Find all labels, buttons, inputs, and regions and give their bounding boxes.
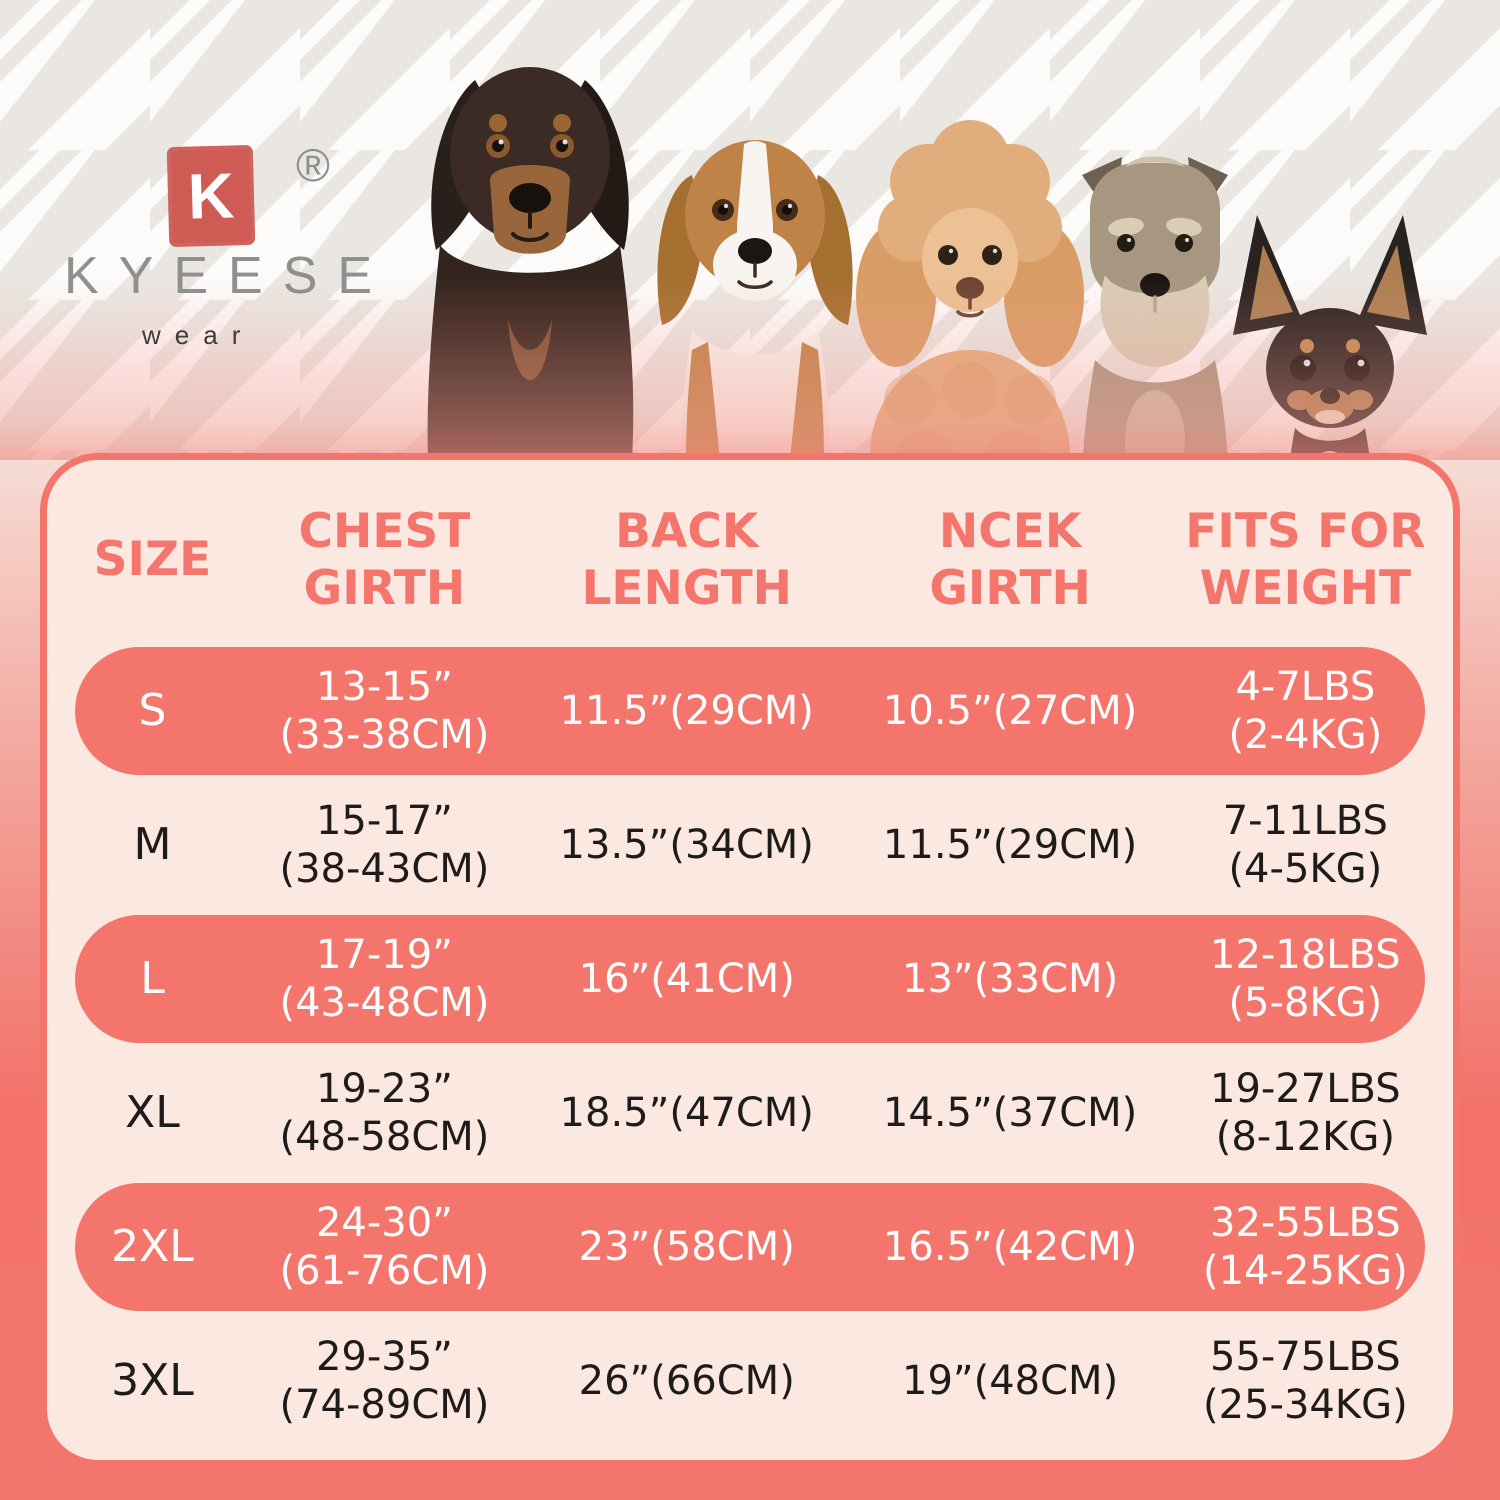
beagle-dog-illustration [657, 140, 853, 460]
column-header-fits-for-weight: FITS FOR WEIGHT [1185, 503, 1426, 616]
back-length-value: 16”(41CM) [578, 956, 795, 1002]
registered-trademark-symbol: ® [296, 139, 330, 191]
brand-k-letter: K [186, 159, 236, 233]
size-label: M [133, 818, 172, 870]
back-length-value: 13.5”(34CM) [559, 822, 814, 868]
size-row-s: S 13-15” (33-38CM) 11.5”(29CM) 10.5”(27CM… [47, 644, 1453, 778]
back-length-value: 11.5”(29CM) [559, 688, 814, 734]
table-header-row: SIZE CHEST GIRTH BACK LENGTH NCEK GIRTH FIT… [47, 476, 1453, 644]
brand-name: KYEESE [64, 247, 393, 305]
neck-girth-value: 14.5”(37CM) [882, 1090, 1138, 1136]
size-row-m: M 15-17” (38-43CM) 13.5”(34CM) 11.5”(29CM… [47, 778, 1453, 912]
chest-girth-value: 29-35” (74-89CM) [279, 1334, 490, 1428]
chihuahua-dog-illustration [1233, 215, 1427, 460]
brand-subtitle: wear [142, 320, 255, 350]
column-header-back-length: BACK LENGTH [581, 503, 792, 616]
column-header-size: SIZE [93, 532, 212, 588]
weight-value: 19-27LBS (8-12KG) [1210, 1066, 1401, 1160]
weight-value: 55-75LBS (25-34KG) [1203, 1334, 1408, 1428]
weight-value: 32-55LBS (14-25KG) [1203, 1200, 1408, 1294]
doberman-dog-illustration [427, 67, 634, 460]
hero-banner: K ® KYEESE wear [0, 0, 1500, 460]
chest-girth-value: 13-15” (33-38CM) [279, 664, 490, 758]
schnauzer-dog-illustration [1082, 156, 1228, 460]
chest-girth-value: 19-23” (48-58CM) [279, 1066, 490, 1160]
size-label: 3XL [111, 1354, 194, 1406]
back-length-value: 26”(66CM) [578, 1358, 795, 1404]
size-row-l: L 17-19” (43-48CM) 16”(41CM) 13”(33CM) 12… [47, 912, 1453, 1046]
chest-girth-value: 15-17” (38-43CM) [279, 798, 490, 892]
neck-girth-value: 11.5”(29CM) [882, 822, 1138, 868]
size-chart-card: SIZE CHEST GIRTH BACK LENGTH NCEK GIRTH FIT… [40, 453, 1460, 1467]
chest-girth-value: 17-19” (43-48CM) [279, 932, 490, 1026]
poodle-dog-illustration [856, 120, 1084, 460]
size-label: L [140, 952, 165, 1004]
weight-value: 4-7LBS (2-4KG) [1228, 664, 1383, 758]
brand-k-mark-icon: K [166, 144, 256, 248]
weight-value: 7-11LBS (4-5KG) [1222, 798, 1388, 892]
weight-value: 12-18LBS (5-8KG) [1210, 932, 1401, 1026]
neck-girth-value: 13”(33CM) [902, 956, 1119, 1002]
size-row-xl: XL 19-23” (48-58CM) 18.5”(47CM) 14.5”(37C… [47, 1046, 1453, 1180]
back-length-value: 23”(58CM) [578, 1224, 795, 1270]
chest-girth-value: 24-30” (61-76CM) [279, 1200, 490, 1294]
size-row-3xl: 3XL 29-35” (74-89CM) 26”(66CM) 19”(48CM) … [47, 1314, 1453, 1448]
back-length-value: 18.5”(47CM) [559, 1090, 814, 1136]
column-header-chest-girth: CHEST GIRTH [298, 503, 471, 616]
neck-girth-value: 10.5”(27CM) [882, 688, 1138, 734]
neck-girth-value: 19”(48CM) [902, 1358, 1119, 1404]
size-label: 2XL [111, 1220, 194, 1272]
size-row-2xl: 2XL 24-30” (61-76CM) 23”(58CM) 16.5”(42CM… [47, 1180, 1453, 1314]
dogs-illustration [427, 67, 1427, 460]
size-label: S [138, 684, 167, 736]
size-label: XL [125, 1086, 180, 1138]
column-header-neck-girth: NCEK GIRTH [929, 503, 1091, 616]
neck-girth-value: 16.5”(42CM) [882, 1224, 1138, 1270]
